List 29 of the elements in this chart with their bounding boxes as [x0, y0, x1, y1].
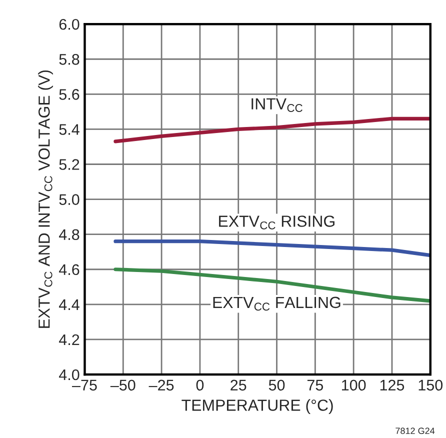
x-tick-label: 100: [342, 380, 366, 391]
y-tick-label: 5.2: [59, 159, 80, 170]
x-tick-label: 150: [418, 380, 443, 391]
x-tick-label: –75: [72, 380, 97, 391]
y-tick-label: 5.0: [59, 194, 80, 205]
y-tick-label: 5.6: [59, 89, 80, 100]
x-tick-label: 50: [268, 380, 285, 391]
text: 7812 G24: [396, 428, 435, 434]
x-axis-title: TEMPERATURE (°C): [182, 399, 333, 414]
y-tick-label: 4.6: [58, 264, 80, 276]
y-axis-title: EXTV$_{CC}$ AND INTV$_{CC}$ VOLTAGE (V): [38, 70, 53, 328]
x-tick-label: 75: [307, 380, 324, 391]
x-tick-label: –50: [110, 380, 136, 391]
x-tick-label: 0: [196, 380, 204, 391]
series-label: EXTV$_{CC}$ RISING: [219, 216, 334, 230]
series-label: INTV$_{CC}$: [252, 98, 302, 112]
y-tick-label: 4.2: [58, 334, 80, 345]
y-tick-label: 4.4: [58, 299, 80, 310]
y-tick-label: 5.4: [59, 124, 80, 135]
y-tick-label: 4.8: [58, 229, 80, 240]
series-label: EXTV$_{CC}$ FALLING: [213, 296, 340, 311]
y-tick-label: 4.0: [58, 369, 80, 380]
x-tick-label: 25: [230, 380, 246, 391]
line-series: [114, 116, 430, 144]
x-tick-label: –25: [148, 380, 174, 391]
y-tick-label: 5.8: [59, 54, 80, 65]
y-tick-label: 6.0: [59, 18, 80, 30]
line-series: [114, 240, 430, 258]
x-tick-label: 125: [380, 380, 404, 391]
